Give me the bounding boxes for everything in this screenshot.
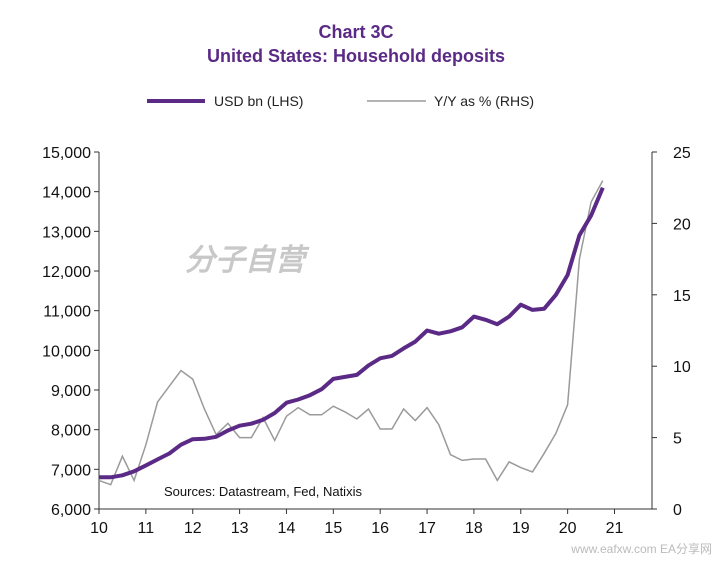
left-tick-label: 10,000 bbox=[42, 343, 91, 360]
left-tick-label: 12,000 bbox=[42, 264, 91, 281]
left-tick-label: 15,000 bbox=[42, 145, 91, 162]
x-tick-label: 12 bbox=[184, 520, 202, 537]
x-tick-label: 21 bbox=[606, 520, 624, 537]
chart-title: Chart 3C bbox=[318, 22, 393, 42]
right-tick-label: 0 bbox=[673, 502, 682, 519]
left-tick-label: 7,000 bbox=[51, 462, 91, 479]
x-tick-label: 15 bbox=[324, 520, 342, 537]
right-tick-label: 15 bbox=[673, 288, 691, 305]
right-tick-label: 25 bbox=[673, 145, 691, 162]
left-tick-label: 8,000 bbox=[51, 423, 91, 440]
left-tick-label: 14,000 bbox=[42, 185, 91, 202]
legend: USD bn (LHS) Y/Y as % (RHS) bbox=[147, 93, 534, 109]
x-tick-label: 13 bbox=[231, 520, 249, 537]
left-tick-label: 9,000 bbox=[51, 383, 91, 400]
legend-label-yoy: Y/Y as % (RHS) bbox=[434, 93, 534, 109]
x-tick-label: 16 bbox=[371, 520, 389, 537]
x-tick-label: 20 bbox=[559, 520, 577, 537]
footer-watermark: www.eafxw.com EA分享网 bbox=[570, 541, 712, 556]
left-axis-ticks: 6,000 7,000 8,000 9,000 10,000 11,000 12,000 13… bbox=[42, 145, 99, 519]
left-tick-label: 11,000 bbox=[43, 304, 91, 321]
right-tick-label: 5 bbox=[673, 431, 682, 448]
right-axis-ticks: 0 5 10 15 20 25 bbox=[652, 145, 691, 519]
chart-subtitle: United States: Household deposits bbox=[207, 46, 505, 66]
x-tick-label: 18 bbox=[465, 520, 483, 537]
x-tick-label: 11 bbox=[138, 520, 155, 537]
left-tick-label: 13,000 bbox=[42, 224, 91, 241]
right-tick-label: 20 bbox=[673, 216, 691, 233]
watermark: 分子自营 bbox=[185, 244, 310, 277]
legend-label-usd: USD bn (LHS) bbox=[214, 93, 303, 109]
sources-note: Sources: Datastream, Fed, Natixis bbox=[164, 484, 362, 499]
x-tick-label: 19 bbox=[512, 520, 530, 537]
series-line-yoy bbox=[98, 180, 604, 486]
x-tick-label: 14 bbox=[278, 520, 296, 537]
x-axis-ticks: 10 11 12 13 14 15 16 17 18 19 20 21 bbox=[90, 509, 624, 537]
x-tick-label: 10 bbox=[90, 520, 108, 537]
x-tick-label: 17 bbox=[418, 520, 436, 537]
series-line-usd bbox=[99, 186, 605, 480]
right-tick-label: 10 bbox=[673, 359, 691, 376]
left-tick-label: 6,000 bbox=[51, 502, 91, 519]
